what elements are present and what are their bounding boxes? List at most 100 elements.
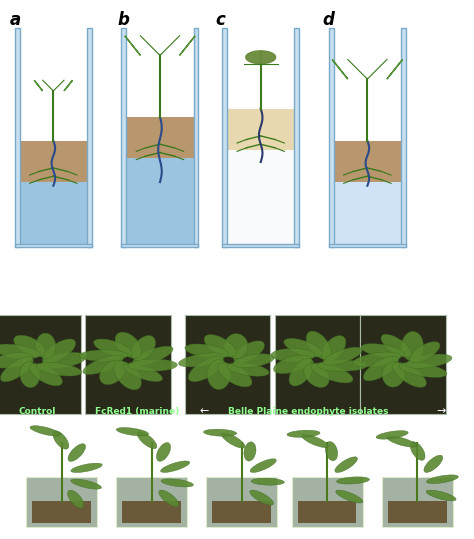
FancyBboxPatch shape (222, 150, 299, 247)
Ellipse shape (225, 334, 248, 358)
Polygon shape (261, 51, 275, 64)
FancyBboxPatch shape (32, 501, 91, 522)
Text: d: d (322, 11, 334, 29)
Text: a: a (9, 11, 21, 29)
FancyBboxPatch shape (212, 501, 271, 522)
FancyBboxPatch shape (382, 477, 453, 527)
Ellipse shape (382, 362, 405, 387)
FancyBboxPatch shape (292, 477, 363, 527)
FancyBboxPatch shape (87, 28, 92, 247)
Ellipse shape (271, 348, 315, 362)
Ellipse shape (273, 355, 311, 374)
FancyBboxPatch shape (329, 28, 334, 247)
Ellipse shape (100, 360, 125, 385)
Text: →: → (436, 406, 446, 416)
Ellipse shape (137, 432, 157, 448)
FancyBboxPatch shape (121, 158, 199, 247)
Ellipse shape (364, 356, 399, 381)
Ellipse shape (204, 335, 236, 357)
Ellipse shape (207, 360, 230, 390)
Ellipse shape (311, 363, 353, 383)
Ellipse shape (322, 336, 346, 361)
FancyBboxPatch shape (401, 28, 406, 247)
FancyBboxPatch shape (388, 501, 447, 522)
Ellipse shape (406, 354, 452, 368)
Polygon shape (387, 59, 402, 79)
Ellipse shape (304, 363, 329, 388)
Ellipse shape (317, 360, 367, 371)
Ellipse shape (387, 436, 417, 447)
Ellipse shape (156, 443, 171, 461)
Ellipse shape (336, 490, 363, 503)
FancyBboxPatch shape (360, 315, 446, 414)
FancyBboxPatch shape (206, 477, 277, 527)
Ellipse shape (233, 354, 274, 368)
Ellipse shape (410, 442, 425, 460)
Ellipse shape (376, 431, 408, 439)
Ellipse shape (337, 477, 370, 484)
Ellipse shape (222, 433, 245, 448)
FancyBboxPatch shape (126, 117, 194, 158)
Ellipse shape (71, 463, 102, 473)
Ellipse shape (128, 359, 177, 371)
Ellipse shape (0, 353, 32, 368)
FancyBboxPatch shape (294, 28, 299, 247)
Text: ←: ← (199, 406, 209, 416)
Ellipse shape (234, 341, 264, 363)
Text: c: c (216, 11, 226, 29)
Ellipse shape (14, 335, 46, 357)
Ellipse shape (83, 355, 123, 375)
Text: FcRed1 (marine): FcRed1 (marine) (95, 407, 179, 416)
Ellipse shape (353, 352, 401, 367)
Ellipse shape (381, 334, 411, 357)
Ellipse shape (132, 335, 155, 361)
Ellipse shape (0, 357, 33, 382)
Ellipse shape (250, 490, 273, 505)
Ellipse shape (399, 362, 447, 377)
Ellipse shape (306, 331, 331, 360)
FancyBboxPatch shape (185, 315, 270, 414)
Ellipse shape (284, 338, 322, 357)
FancyBboxPatch shape (329, 182, 406, 247)
Polygon shape (125, 36, 140, 56)
FancyBboxPatch shape (334, 141, 401, 182)
Ellipse shape (250, 459, 276, 473)
Polygon shape (332, 59, 348, 79)
Ellipse shape (161, 461, 190, 473)
Ellipse shape (115, 332, 142, 358)
Ellipse shape (124, 364, 163, 382)
Ellipse shape (393, 363, 426, 388)
FancyBboxPatch shape (0, 315, 81, 414)
Ellipse shape (179, 353, 224, 367)
Ellipse shape (133, 346, 173, 365)
Ellipse shape (426, 490, 456, 501)
Ellipse shape (289, 358, 314, 386)
Ellipse shape (301, 434, 328, 447)
Ellipse shape (68, 444, 86, 461)
FancyBboxPatch shape (85, 315, 171, 414)
Ellipse shape (116, 427, 148, 436)
Ellipse shape (71, 479, 101, 489)
FancyBboxPatch shape (116, 477, 187, 527)
FancyBboxPatch shape (15, 182, 92, 247)
Ellipse shape (53, 431, 69, 449)
Ellipse shape (42, 353, 86, 368)
Ellipse shape (67, 490, 84, 508)
Ellipse shape (94, 339, 132, 357)
Ellipse shape (287, 430, 320, 437)
Ellipse shape (36, 333, 56, 359)
FancyBboxPatch shape (121, 244, 199, 247)
Text: e: e (9, 272, 21, 291)
Text: Control: Control (19, 407, 56, 416)
Polygon shape (64, 80, 73, 91)
FancyBboxPatch shape (19, 141, 87, 182)
Ellipse shape (30, 426, 61, 436)
Ellipse shape (43, 339, 75, 364)
Ellipse shape (424, 455, 443, 473)
Ellipse shape (188, 356, 224, 382)
Ellipse shape (361, 344, 404, 358)
Polygon shape (180, 36, 195, 56)
Ellipse shape (203, 429, 237, 436)
Ellipse shape (79, 350, 128, 361)
FancyBboxPatch shape (298, 501, 356, 522)
